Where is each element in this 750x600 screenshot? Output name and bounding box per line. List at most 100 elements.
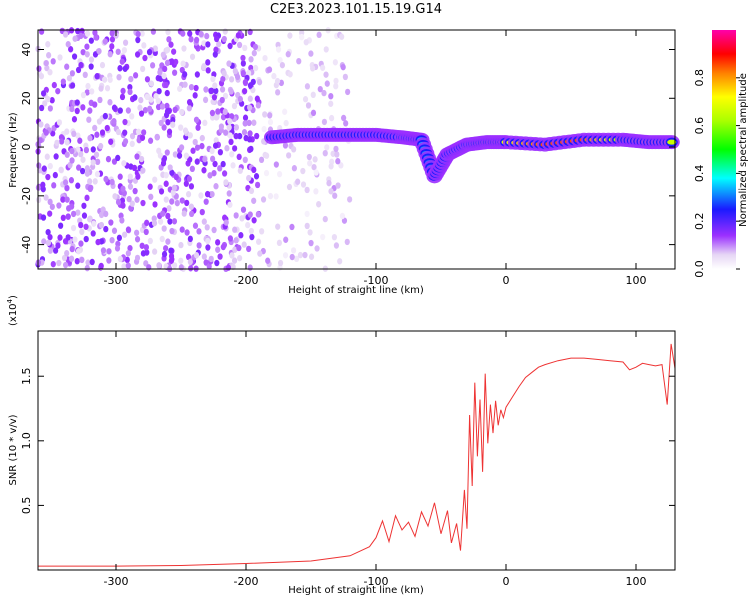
noise-cell: [203, 86, 209, 93]
noise-cell: [61, 254, 68, 262]
noise-cell: [51, 81, 57, 89]
noise-cell: [143, 244, 149, 251]
noise-cell: [255, 211, 261, 218]
noise-cell: [164, 89, 170, 97]
noise-cell: [83, 223, 89, 230]
noise-cell: [202, 96, 209, 104]
noise-cell: [80, 156, 86, 163]
noise-cell: [341, 217, 348, 224]
noise-cell: [186, 104, 192, 112]
noise-cell: [188, 203, 195, 210]
noise-cell: [172, 69, 178, 76]
noise-cell: [49, 97, 55, 104]
noise-cell: [329, 114, 335, 122]
noise-cell: [129, 140, 135, 148]
noise-cell: [150, 28, 156, 35]
noise-cell: [79, 27, 85, 35]
noise-cell: [182, 71, 188, 78]
noise-cell: [125, 107, 131, 114]
noise-cell: [340, 63, 346, 71]
x-tick-label: -200: [234, 575, 259, 588]
noise-cell: [194, 144, 201, 151]
noise-cell: [163, 196, 169, 203]
noise-cell: [66, 205, 72, 212]
noise-cell: [209, 191, 215, 198]
noise-cell: [285, 51, 291, 58]
noise-cell: [171, 184, 178, 192]
noise-cell: [228, 88, 234, 95]
noise-cell: [140, 199, 146, 207]
noise-cell: [224, 145, 230, 152]
noise-cell: [210, 155, 216, 163]
noise-cell: [254, 132, 260, 140]
noise-cell: [178, 241, 184, 249]
noise-cell: [152, 176, 158, 183]
noise-cell: [87, 107, 93, 114]
noise-cell: [104, 85, 111, 92]
noise-cell: [96, 47, 102, 55]
noise-cell: [251, 166, 257, 174]
noise-cell: [115, 198, 122, 206]
noise-cell: [164, 102, 170, 110]
noise-cell: [64, 139, 70, 146]
noise-cell: [229, 76, 235, 83]
noise-cell: [152, 45, 158, 52]
noise-cell: [55, 87, 61, 95]
noise-cell: [100, 247, 107, 254]
noise-cell: [124, 256, 130, 264]
noise-cell: [229, 151, 235, 158]
noise-cell: [176, 152, 183, 159]
noise-cell: [65, 41, 71, 48]
noise-cell: [84, 264, 90, 272]
noise-cell: [202, 119, 208, 127]
noise-cell: [79, 256, 85, 264]
noise-cell: [75, 247, 82, 255]
y-tick-label: 0.5: [20, 497, 33, 515]
noise-cell: [308, 239, 314, 247]
noise-cell: [94, 170, 101, 178]
noise-cell: [43, 194, 49, 201]
noise-cell: [323, 71, 329, 78]
noise-cell: [161, 155, 168, 162]
noise-cell: [263, 169, 270, 177]
noise-cell: [122, 39, 129, 46]
noise-cell: [328, 100, 334, 107]
noise-cell: [196, 228, 202, 235]
noise-cell: [41, 238, 47, 245]
noise-cell: [314, 245, 320, 252]
noise-cell: [72, 236, 78, 243]
noise-cell: [248, 56, 254, 63]
noise-cell: [240, 54, 246, 62]
noise-cell: [42, 100, 48, 107]
colorbar-tick-label: 0.2: [693, 212, 706, 230]
noise-cell: [221, 70, 227, 77]
noise-cell: [236, 244, 242, 252]
noise-cell: [88, 56, 95, 63]
noise-cell: [283, 236, 289, 243]
noise-cell: [47, 68, 53, 76]
noise-cell: [138, 110, 145, 117]
noise-cell: [90, 146, 96, 153]
noise-cell: [210, 75, 216, 83]
noise-cell: [204, 32, 210, 40]
noise-cell: [144, 76, 151, 83]
noise-cell: [98, 142, 104, 150]
noise-cell: [40, 90, 47, 97]
noise-cell: [74, 258, 80, 265]
noise-cell: [56, 259, 62, 267]
noise-cell: [236, 153, 242, 161]
noise-cell: [115, 48, 121, 55]
noise-cell: [231, 102, 238, 110]
noise-cell: [248, 227, 254, 235]
noise-cell: [47, 162, 53, 170]
noise-cell: [108, 219, 114, 226]
noise-cell: [164, 59, 171, 67]
noise-cell: [111, 104, 118, 111]
noise-cell: [274, 77, 281, 85]
noise-cell: [64, 128, 70, 135]
noise-cell: [108, 138, 114, 145]
snr-frame: [37, 330, 676, 571]
noise-cell: [205, 41, 211, 48]
noise-cell: [107, 76, 113, 83]
